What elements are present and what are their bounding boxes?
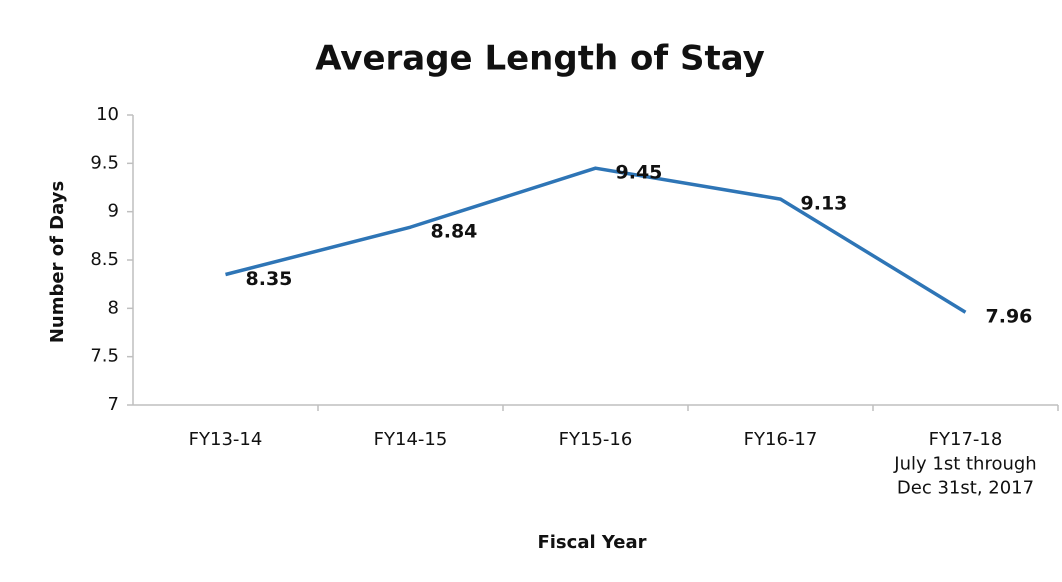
data-label: 8.35 [246, 268, 293, 290]
y-tick-label: 7.5 [90, 346, 119, 367]
chart-title: Average Length of Stay [315, 39, 765, 79]
y-tick-label: 9.5 [90, 152, 119, 173]
y-axis-label: Number of Days [47, 181, 68, 343]
data-line [225, 166, 967, 314]
x-tick-label: FY13-14 [189, 429, 263, 450]
y-tick-label: 8 [108, 297, 119, 318]
y-tick-label: 7 [108, 394, 119, 415]
y-tick-label: 8.5 [90, 249, 119, 270]
data-label: 9.45 [616, 162, 663, 184]
x-tick-label: FY15-16 [559, 429, 633, 450]
x-tick-label: FY16-17 [744, 429, 818, 450]
x-tick-label: FY17-18 July 1st through Dec 31st, 2017 [893, 429, 1036, 499]
data-label: 7.96 [986, 306, 1033, 328]
data-label: 9.13 [801, 193, 848, 215]
x-tick-label: FY14-15 [374, 429, 448, 450]
y-tick-label: 9 [108, 201, 119, 222]
y-tick-label: 10 [96, 104, 119, 125]
data-label: 8.84 [431, 221, 478, 243]
x-axis-label: Fiscal Year [537, 532, 646, 553]
